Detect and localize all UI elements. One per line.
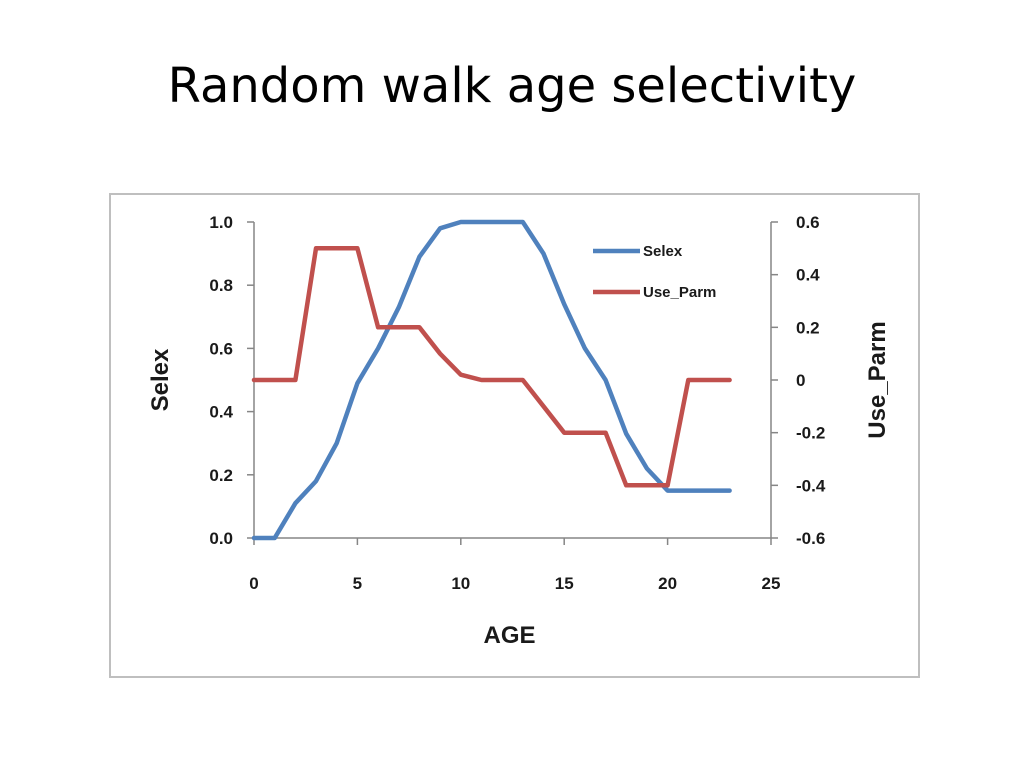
y-tick-label: 1.0 [209,213,233,232]
x-tick-label: 20 [658,574,677,593]
y2-tick-label: 0.2 [796,318,820,337]
y2-axis-title: Use_Parm [864,321,891,438]
series-layer [251,219,732,541]
legend-label-use-parm: Use_Parm [643,284,716,301]
series-line-use-parm [251,246,732,488]
y-tick-label: 0.6 [209,339,233,358]
series-line-selex [251,219,732,541]
y-tick-label: 0.8 [209,276,233,295]
legend: Selex Use_Parm [593,243,716,301]
y-tick-label: 0.0 [209,529,233,548]
y2-tick-label: 0.6 [796,213,820,232]
chart: 0.0 0.2 0.4 0.6 0.8 1.0 -0.6 -0.4 -0.2 0 0.2 0.4 0.6… [147,213,891,649]
y2-tick-label: 0 [796,371,805,390]
x-tick-label: 15 [555,574,574,593]
y-tick-label: 0.2 [209,466,233,485]
y2-tick-label: 0.4 [796,266,820,285]
axes: 0.0 0.2 0.4 0.6 0.8 1.0 -0.6 -0.4 -0.2 0 0.2 0.4 0.6… [209,213,825,593]
x-axis-title: AGE [483,622,535,649]
y-tick-label: 0.4 [209,403,233,422]
y2-tick-label: -0.6 [796,529,825,548]
legend-label-selex: Selex [643,243,683,260]
y2-tick-label: -0.4 [796,476,826,495]
x-tick-label: 0 [249,574,258,593]
x-tick-label: 10 [451,574,470,593]
slide-title: Random walk age selectivity [167,58,857,114]
y2-tick-label: -0.2 [796,424,825,443]
chart-frame: 0.0 0.2 0.4 0.6 0.8 1.0 -0.6 -0.4 -0.2 0 0.2 0.4 0.6… [109,193,920,678]
x-tick-label: 5 [353,574,362,593]
x-tick-label: 25 [762,574,781,593]
y-axis-title: Selex [147,348,174,411]
